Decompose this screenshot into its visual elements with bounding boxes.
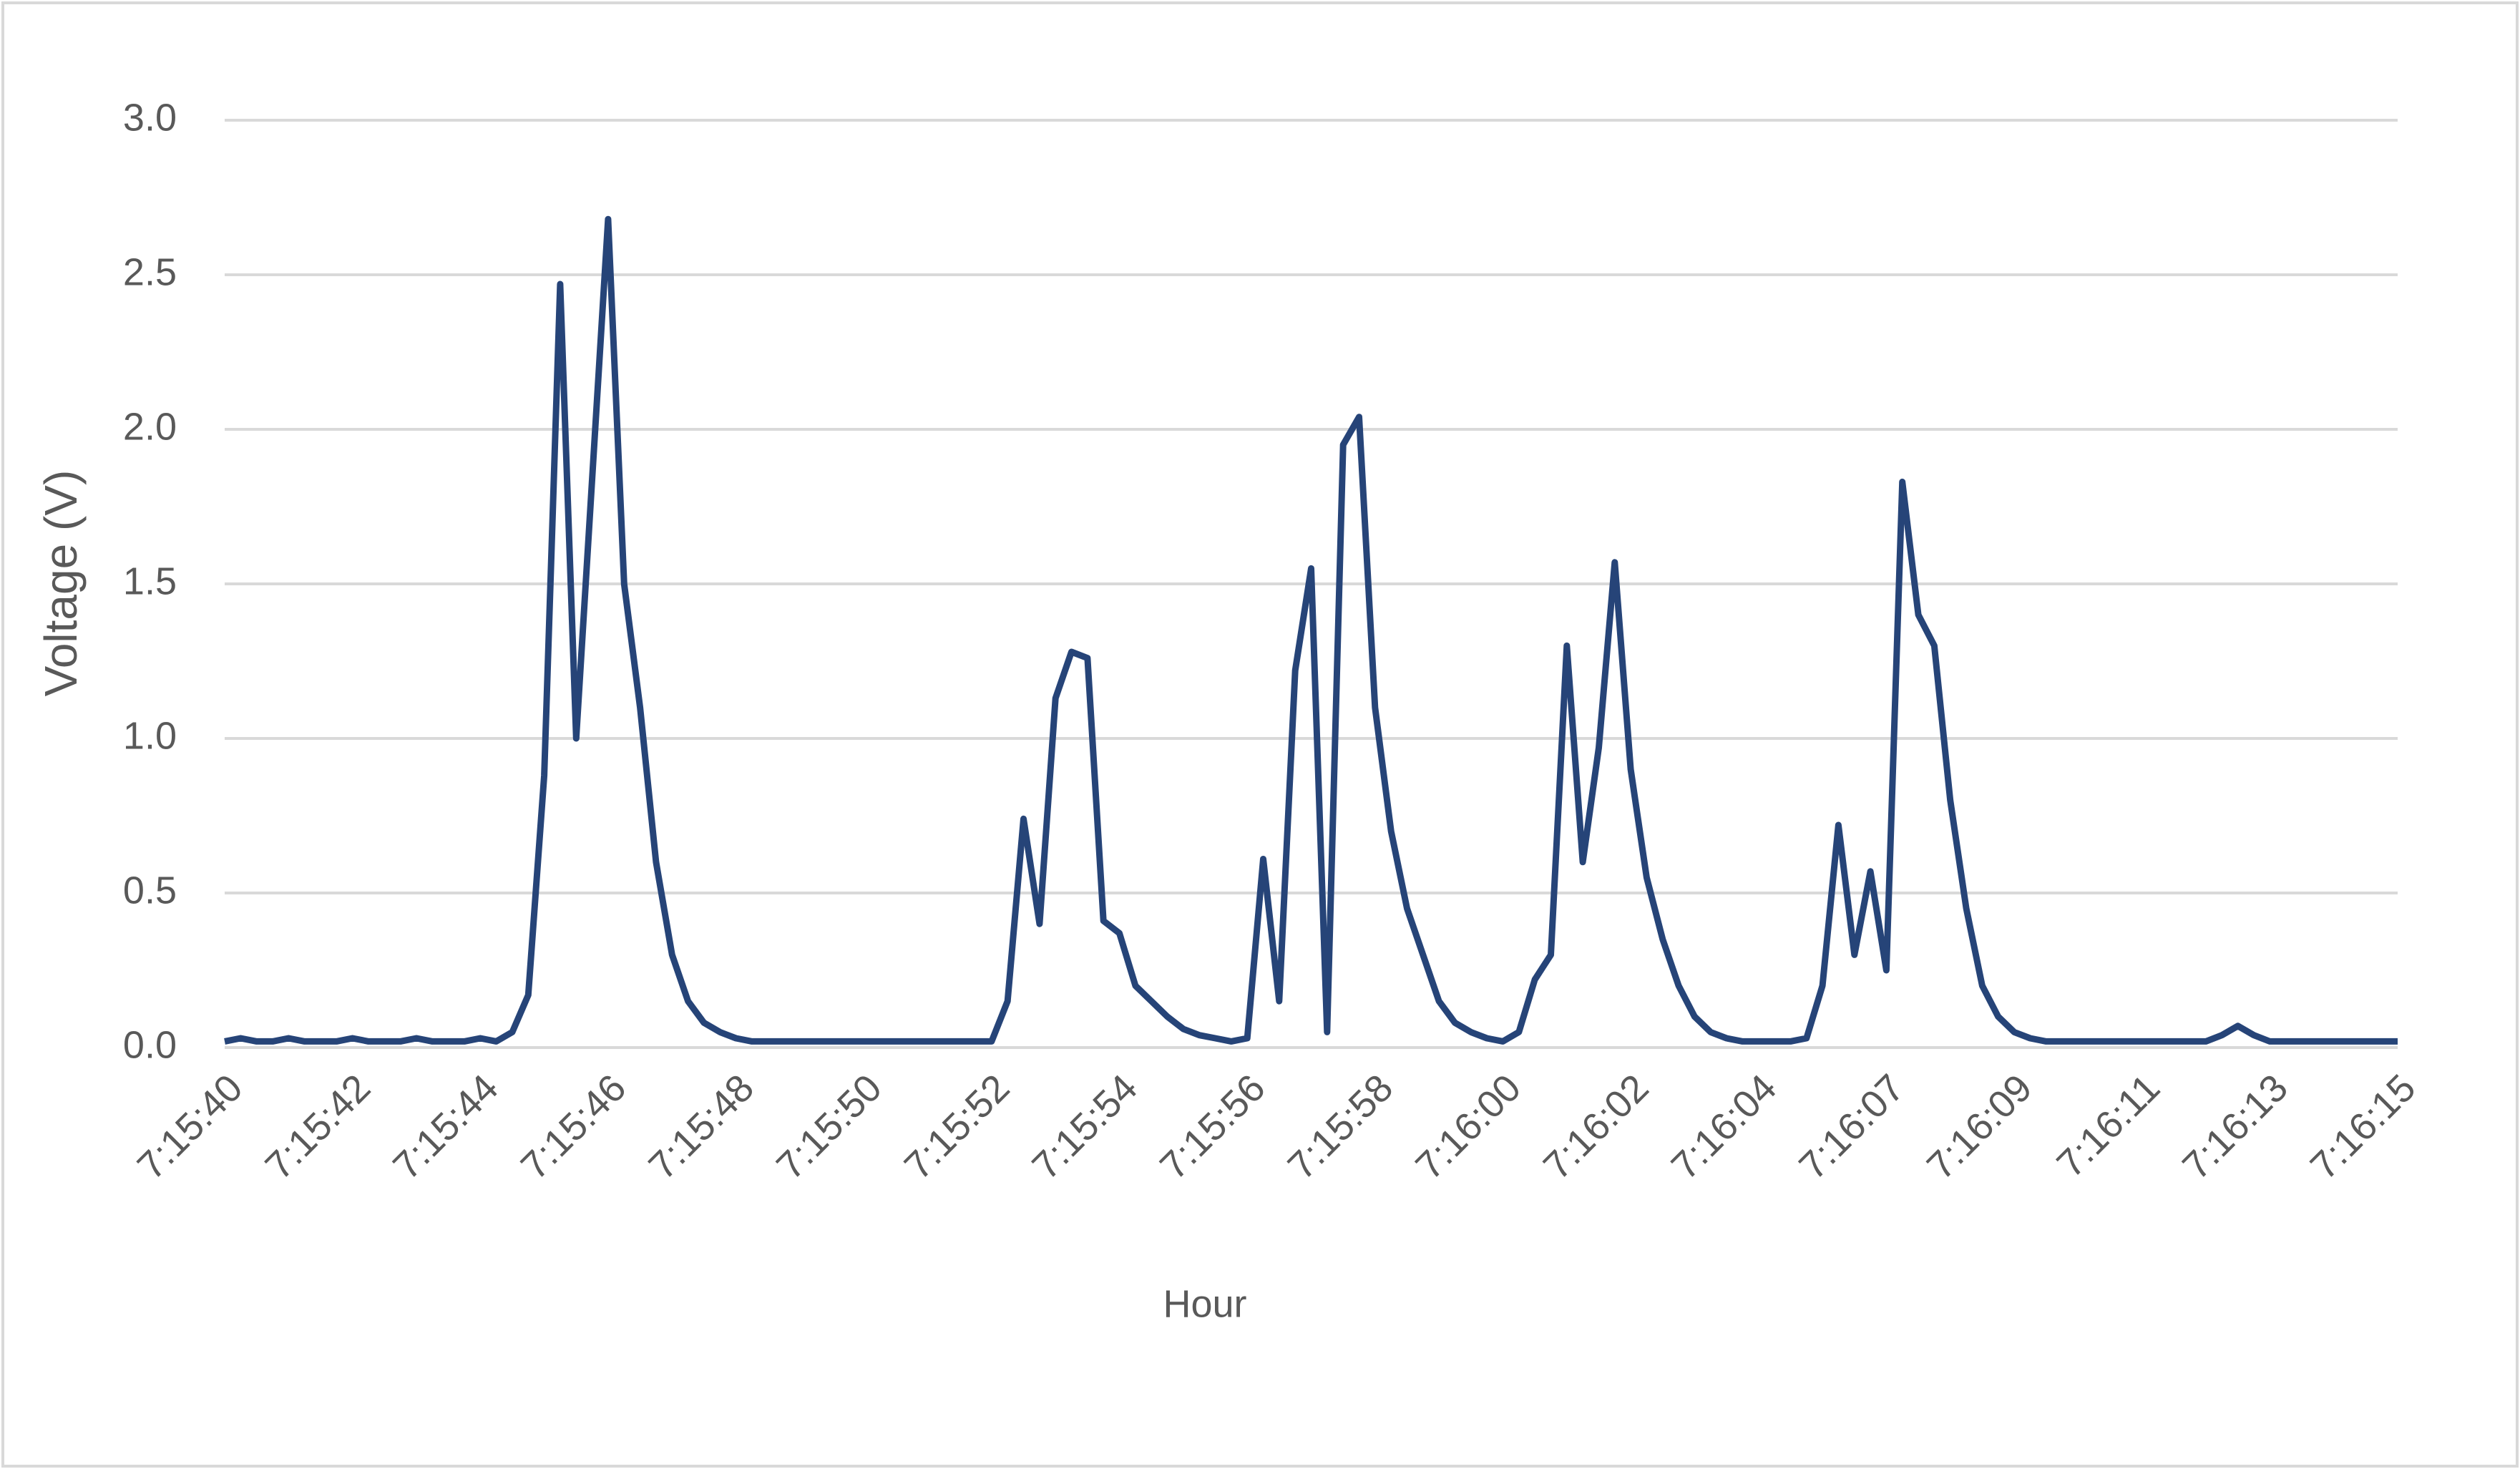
y-axis-label: Voltage (V) — [35, 470, 87, 697]
x-axis-label: Hour — [1163, 1282, 1246, 1325]
y-tick-label: 1.0 — [123, 714, 177, 757]
y-tick-label: 3.0 — [123, 96, 177, 139]
y-tick-label: 2.0 — [123, 405, 177, 448]
y-tick-label: 2.5 — [123, 250, 177, 293]
data-line — [224, 215, 2398, 1045]
y-tick-label: 0.0 — [123, 1023, 177, 1066]
y-tick-label: 1.5 — [123, 560, 177, 602]
y-tick-label: 0.5 — [123, 869, 177, 912]
